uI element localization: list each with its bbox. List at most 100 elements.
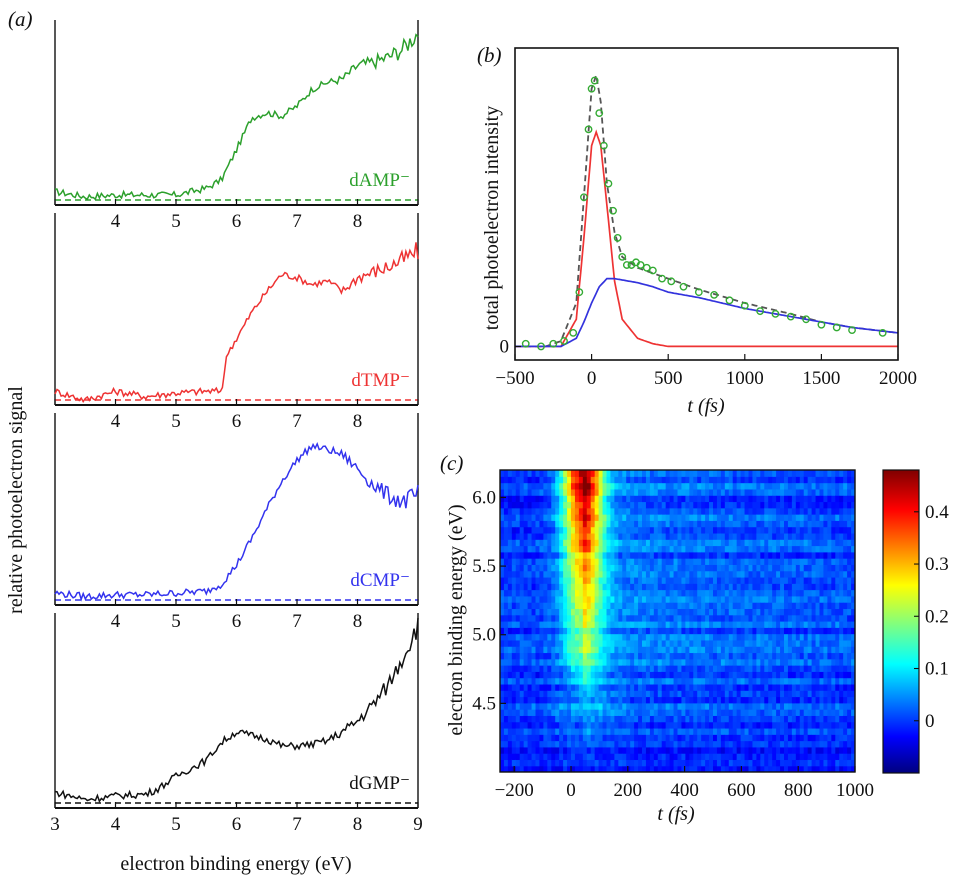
heatmap-cell — [685, 545, 690, 553]
heatmap-cell — [693, 683, 698, 691]
heatmap-cell — [677, 646, 683, 654]
heatmap-cell — [503, 564, 509, 572]
heatmap-cell — [511, 696, 517, 704]
heatmap-cell — [697, 727, 702, 735]
heatmap-cell — [713, 715, 718, 723]
heatmap-cell — [851, 507, 855, 515]
heatmap-cell — [831, 614, 836, 622]
heatmap-cell — [819, 702, 825, 710]
heatmap-cell — [756, 539, 761, 547]
heatmap-cell — [831, 734, 836, 742]
heatmap-cell — [638, 608, 643, 616]
heatmap-cell — [574, 734, 580, 742]
heatmap-cell — [586, 683, 592, 691]
heatmap-cell — [764, 558, 769, 565]
heatmap-cell — [685, 652, 690, 660]
heatmap-cell — [673, 558, 679, 565]
heatmap-cell — [811, 558, 817, 565]
heatmap-cell — [784, 608, 789, 616]
heatmap-cell — [523, 639, 529, 647]
heatmap-cell — [582, 709, 588, 716]
heatmap-cell — [791, 746, 797, 754]
heatmap-cell — [756, 690, 761, 698]
heatmap-cell — [740, 501, 746, 509]
heatmap-cell — [661, 690, 667, 698]
heatmap-cell — [807, 514, 813, 521]
heatmap-cell — [791, 564, 797, 572]
panel-b-plot-area — [515, 74, 898, 351]
heatmap-cell — [590, 727, 596, 735]
heatmap-cell — [535, 658, 541, 666]
heatmap-cell — [582, 683, 588, 691]
heatmap-cell — [511, 539, 517, 547]
heatmap-cell — [787, 639, 793, 647]
heatmap-cell — [827, 564, 832, 572]
heatmap-cell — [551, 520, 556, 528]
heatmap-cell — [673, 507, 679, 515]
heatmap-cell — [736, 639, 742, 647]
heatmap-cell — [677, 551, 683, 559]
heatmap-cell — [851, 652, 855, 660]
heatmap-cell — [677, 488, 683, 496]
heatmap-cell — [614, 507, 619, 515]
heatmap-cell — [531, 476, 537, 484]
heatmap-cell — [843, 602, 848, 610]
heatmap-cell — [752, 514, 757, 521]
heatmap-cell — [653, 526, 659, 534]
spectrum-line — [54, 242, 419, 404]
heatmap-cell — [807, 633, 813, 641]
heatmap-cell — [756, 633, 761, 641]
heatmap-cell — [582, 671, 588, 679]
heatmap-cell — [527, 482, 533, 490]
heatmap-cell — [791, 470, 797, 477]
heatmap-cell — [523, 589, 529, 597]
heatmap-cell — [551, 507, 556, 515]
heatmap-cell — [594, 564, 600, 572]
heatmap-cell — [614, 633, 619, 641]
heatmap-cell — [831, 652, 836, 660]
heatmap-cell — [728, 759, 734, 767]
heatmap-cell — [539, 690, 544, 698]
heatmap-cell — [843, 702, 848, 710]
heatmap-cell — [799, 759, 805, 767]
heatmap-cell — [586, 639, 592, 647]
heatmap-cell — [724, 759, 730, 767]
heatmap-cell — [835, 608, 840, 616]
heatmap-cell — [697, 482, 702, 490]
heatmap-cell — [673, 583, 679, 591]
heatmap-cell — [713, 690, 718, 698]
heatmap-cell — [787, 595, 793, 603]
heatmap-cell — [677, 690, 683, 698]
heatmap-cell — [515, 532, 521, 540]
heatmap-cell — [673, 709, 679, 716]
heatmap-cell — [685, 614, 690, 622]
heatmap-cell — [507, 495, 513, 503]
heatmap-cell — [500, 658, 505, 666]
heatmap-cell — [669, 495, 675, 503]
heatmap-cell — [618, 495, 623, 503]
heatmap-cell — [685, 564, 690, 572]
heatmap-cell — [638, 470, 643, 477]
heatmap-cell — [689, 558, 694, 565]
heatmap-cell — [835, 715, 840, 723]
heatmap-cell — [559, 482, 564, 490]
heatmap-cell — [563, 677, 568, 685]
heatmap-cell — [657, 526, 663, 534]
heatmap-cell — [634, 570, 639, 578]
heatmap-cell — [815, 501, 821, 509]
heatmap-cell — [827, 595, 832, 603]
heatmap-cell — [787, 564, 793, 572]
heatmap-cell — [807, 639, 813, 647]
heatmap-cell — [713, 665, 718, 672]
heatmap-cell — [657, 683, 663, 691]
heatmap-cell — [602, 488, 608, 496]
data-point — [587, 84, 596, 93]
heatmap-cell — [835, 665, 840, 672]
heatmap-cell — [547, 639, 552, 647]
heatmap-cell — [803, 539, 809, 547]
heatmap-cell — [768, 740, 773, 748]
heatmap-cell — [571, 671, 576, 679]
heatmap-cell — [642, 608, 647, 616]
heatmap-cell — [567, 759, 572, 767]
heatmap-cell — [744, 690, 750, 698]
